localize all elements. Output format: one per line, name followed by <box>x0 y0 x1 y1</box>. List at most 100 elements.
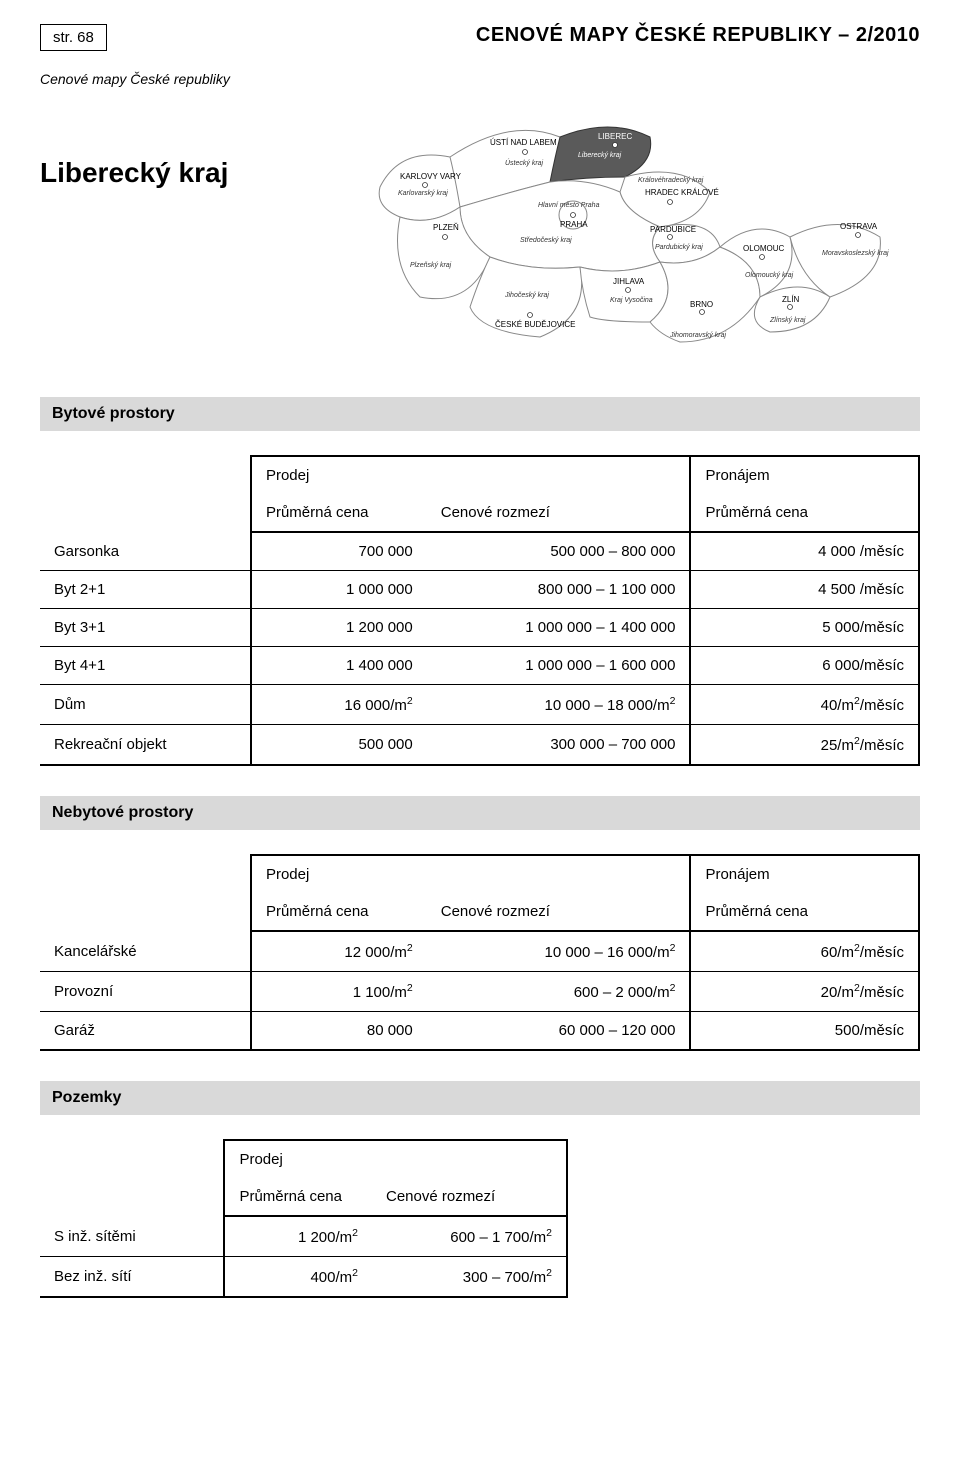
map-region-label: Pardubický kraj <box>655 244 703 251</box>
row-avg: 1 200/m2 <box>224 1216 372 1257</box>
row-label: Byt 3+1 <box>40 609 251 647</box>
map-city-label: PARDUBICE <box>650 225 696 234</box>
row-label: Bez inž. sítí <box>40 1257 224 1298</box>
bytove-body: Garsonka700 000500 000 – 800 0004 000 /m… <box>40 532 919 765</box>
map-region-label: Kraj Vysočina <box>610 297 653 304</box>
table-row: Provozní1 100/m2600 – 2 000/m220/m2/měsí… <box>40 972 919 1012</box>
map-region-label: Moravskoslezský kraj <box>822 250 889 257</box>
col-group-prodej: Prodej <box>224 1140 567 1178</box>
col-rozmezi: Cenové rozmezí <box>372 1178 567 1216</box>
map-region-label: Královéhradecký kraj <box>638 177 704 184</box>
row-label: Kancelářské <box>40 931 251 972</box>
row-rent: 20/m2/měsíc <box>690 972 919 1012</box>
table-row: Byt 3+11 200 0001 000 000 – 1 400 0005 0… <box>40 609 919 647</box>
table-row: Garsonka700 000500 000 – 800 0004 000 /m… <box>40 532 919 571</box>
row-label: Dům <box>40 685 251 725</box>
table-row: Bez inž. sítí400/m2300 – 700/m2 <box>40 1257 567 1298</box>
map-region-label: Jihočeský kraj <box>504 292 549 299</box>
col-prumer: Průměrná cena <box>251 494 427 532</box>
row-rent: 5 000/měsíc <box>690 609 919 647</box>
row-label: Garsonka <box>40 532 251 571</box>
document-title: CENOVÉ MAPY ČESKÉ REPUBLIKY – 2/2010 <box>476 24 920 47</box>
col-group-pronajem: Pronájem <box>690 456 919 494</box>
row-range: 10 000 – 18 000/m2 <box>427 685 691 725</box>
row-avg: 1 000 000 <box>251 571 427 609</box>
map-city-label: OLOMOUC <box>743 244 785 253</box>
map-region-label: Liberecký kraj <box>578 152 622 159</box>
row-avg: 80 000 <box>251 1012 427 1051</box>
row-range: 60 000 – 120 000 <box>427 1012 691 1051</box>
table-row: Dům16 000/m210 000 – 18 000/m240/m2/měsí… <box>40 685 919 725</box>
col-prumer: Průměrná cena <box>690 893 919 931</box>
row-range: 300 000 – 700 000 <box>427 725 691 766</box>
col-prumer: Průměrná cena <box>224 1178 372 1216</box>
map-region-label: Zlínský kraj <box>769 317 806 324</box>
row-rent: 6 000/měsíc <box>690 647 919 685</box>
map-region-label: Olomoucký kraj <box>745 272 794 279</box>
row-rent: 4 500 /měsíc <box>690 571 919 609</box>
col-group-prodej: Prodej <box>251 855 690 893</box>
map-city-label: JIHLAVA <box>613 277 645 286</box>
map-city-label: PLZEŇ <box>433 223 459 232</box>
map-region-label: Ústecký kraj <box>505 158 544 167</box>
nebytove-table: Prodej Pronájem Průměrná cena Cenové roz… <box>40 854 920 1051</box>
pozemky-table: Prodej Průměrná cena Cenové rozmezí S in… <box>40 1139 568 1298</box>
col-prumer: Průměrná cena <box>690 494 919 532</box>
region-title: Liberecký kraj <box>40 97 228 189</box>
map-city-label: ÚSTÍ NAD LABEM <box>490 138 557 147</box>
map-city-label: ČESKÉ BUDĚJOVICE <box>495 320 575 329</box>
region-header-row: Liberecký kraj KARLOVY VARY Karlovarský … <box>40 97 920 357</box>
row-label: S inž. sítěmi <box>40 1216 224 1257</box>
row-rent: 500/měsíc <box>690 1012 919 1051</box>
nebytove-body: Kancelářské12 000/m210 000 – 16 000/m260… <box>40 931 919 1050</box>
map-region-label: Jihomoravský kraj <box>669 332 726 339</box>
row-range: 10 000 – 16 000/m2 <box>427 931 691 972</box>
map-city-label: BRNO <box>690 300 713 309</box>
row-avg: 16 000/m2 <box>251 685 427 725</box>
table-row: Rekreační objekt500 000300 000 – 700 000… <box>40 725 919 766</box>
col-group-pronajem: Pronájem <box>690 855 919 893</box>
map-city-label: HRADEC KRÁLOVÉ <box>645 188 719 197</box>
table-row: S inž. sítěmi1 200/m2600 – 1 700/m2 <box>40 1216 567 1257</box>
map-city-label: PRAHA <box>560 220 588 229</box>
pozemky-body: S inž. sítěmi1 200/m2600 – 1 700/m2Bez i… <box>40 1216 567 1297</box>
row-avg: 500 000 <box>251 725 427 766</box>
map-region-label: Karlovarský kraj <box>398 190 448 197</box>
row-avg: 1 100/m2 <box>251 972 427 1012</box>
section-bytove: Bytové prostory <box>40 397 920 431</box>
row-range: 600 – 1 700/m2 <box>372 1216 567 1257</box>
row-range: 1 000 000 – 1 600 000 <box>427 647 691 685</box>
row-range: 500 000 – 800 000 <box>427 532 691 571</box>
row-rent: 60/m2/měsíc <box>690 931 919 972</box>
page-number-tag: str. 68 <box>40 24 107 51</box>
row-label: Garáž <box>40 1012 251 1051</box>
col-rozmezi: Cenové rozmezí <box>427 893 691 931</box>
row-avg: 1 400 000 <box>251 647 427 685</box>
map-city-label: KARLOVY VARY <box>400 172 462 181</box>
table-row: Byt 4+11 400 0001 000 000 – 1 600 0006 0… <box>40 647 919 685</box>
czech-map-icon: KARLOVY VARY Karlovarský kraj ÚSTÍ NAD L… <box>360 97 920 357</box>
row-label: Rekreační objekt <box>40 725 251 766</box>
row-range: 800 000 – 1 100 000 <box>427 571 691 609</box>
row-avg: 12 000/m2 <box>251 931 427 972</box>
table-row: Byt 2+11 000 000800 000 – 1 100 0004 500… <box>40 571 919 609</box>
table-row: Kancelářské12 000/m210 000 – 16 000/m260… <box>40 931 919 972</box>
row-avg: 1 200 000 <box>251 609 427 647</box>
col-prumer: Průměrná cena <box>251 893 427 931</box>
row-label: Provozní <box>40 972 251 1012</box>
row-range: 300 – 700/m2 <box>372 1257 567 1298</box>
map-city-label: OSTRAVA <box>840 222 878 231</box>
map-region-label: Hlavní město Praha <box>538 202 600 209</box>
page-header: str. 68 CENOVÉ MAPY ČESKÉ REPUBLIKY – 2/… <box>40 24 920 51</box>
map-region-label: Plzeňský kraj <box>410 262 452 269</box>
map-city-label: LIBEREC <box>598 132 632 141</box>
row-range: 600 – 2 000/m2 <box>427 972 691 1012</box>
col-group-prodej: Prodej <box>251 456 690 494</box>
map-city-label: ZLÍN <box>782 295 800 304</box>
row-avg: 700 000 <box>251 532 427 571</box>
subtitle: Cenové mapy České republiky <box>40 71 920 87</box>
row-rent: 25/m2/měsíc <box>690 725 919 766</box>
section-nebytove: Nebytové prostory <box>40 796 920 830</box>
map-region-label: Středočeský kraj <box>520 237 572 244</box>
row-label: Byt 4+1 <box>40 647 251 685</box>
